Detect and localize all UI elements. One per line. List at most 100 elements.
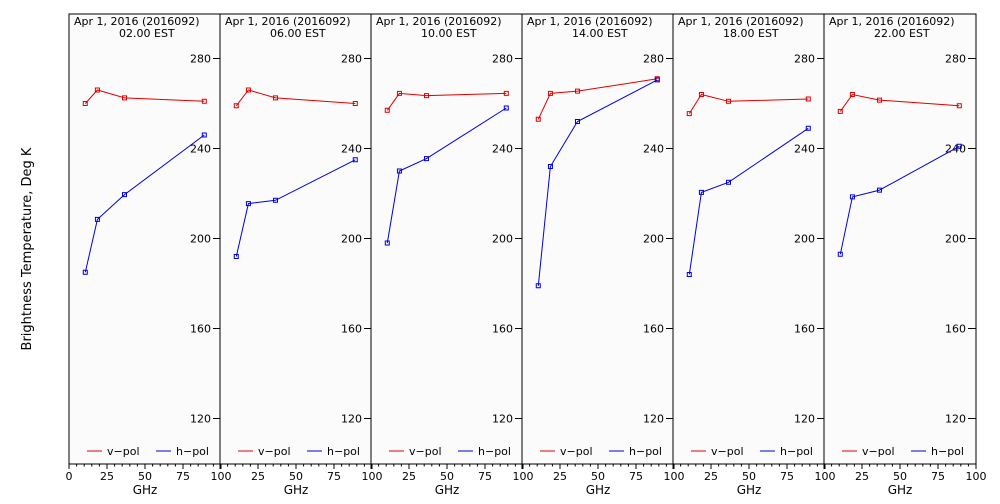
data-point-hpol [535, 283, 541, 289]
x-tick-label: 25 [251, 470, 265, 483]
data-point-vpol [837, 108, 843, 114]
data-point-vpol [121, 95, 127, 101]
panel-title-time: 02.00 EST [119, 27, 175, 40]
x-tick-label: 0 [66, 470, 73, 483]
data-point-vpol [94, 87, 100, 93]
series-line-hpol [84, 134, 205, 273]
legend-label-vpol: v−pol [711, 445, 744, 458]
panel-title-time: 14.00 EST [572, 27, 628, 40]
x-tick-label: 75 [629, 470, 643, 483]
x-tick-label: 75 [176, 470, 190, 483]
data-point-hpol [201, 132, 207, 138]
y-tick-label: 120 [643, 413, 664, 426]
x-axis-label: GHz [586, 483, 611, 497]
x-tick-label: 50 [138, 470, 152, 483]
y-tick-label: 160 [794, 323, 815, 336]
y-tick-label: 280 [794, 53, 815, 66]
x-tick-label: 100 [513, 470, 534, 483]
data-point-hpol [272, 197, 278, 203]
panel-frame [219, 13, 373, 465]
x-axis-label: GHz [888, 483, 913, 497]
y-tick-label: 240 [190, 143, 211, 156]
panel-title-time: 18.00 EST [723, 27, 779, 40]
x-tick-label: 75 [327, 470, 341, 483]
data-point-hpol [837, 251, 843, 257]
series-line-vpol [84, 89, 205, 104]
x-tick-label: 100 [362, 470, 383, 483]
data-point-hpol [233, 254, 239, 259]
legend-label-vpol: v−pol [409, 445, 442, 458]
y-tick-label: 280 [945, 53, 966, 66]
legend-label-vpol: v−pol [862, 445, 895, 458]
data-point-hpol [423, 156, 429, 162]
legend-label-hpol: h−pol [327, 445, 360, 458]
data-point-hpol [686, 272, 692, 277]
panel-frame [68, 13, 222, 465]
data-point-hpol [352, 157, 358, 163]
y-tick-label: 200 [190, 233, 211, 246]
x-axis-label: GHz [133, 483, 158, 497]
data-point-vpol [384, 107, 390, 113]
x-tick-label: 25 [855, 470, 869, 483]
data-point-hpol [574, 119, 580, 124]
x-tick-label: 25 [402, 470, 416, 483]
data-point-vpol [245, 87, 251, 93]
panel-frame [823, 13, 977, 465]
x-tick-label: 25 [704, 470, 718, 483]
data-point-hpol [396, 168, 402, 174]
x-tick-label: 25 [100, 470, 114, 483]
data-point-vpol [849, 92, 855, 97]
data-point-vpol [725, 98, 731, 104]
panel-title-date: Apr 1, 2016 (2016092) [527, 15, 653, 28]
y-tick-label: 120 [341, 413, 362, 426]
data-point-vpol [82, 101, 88, 106]
data-point-hpol [503, 105, 509, 111]
chart-panel-2: Apr 1, 2016 (2016092)10.00 EST 120 160 200 2… [370, 13, 534, 497]
y-tick-label: 200 [945, 233, 966, 246]
y-tick-label: 160 [643, 323, 664, 336]
y-tick-label: 200 [341, 233, 362, 246]
data-point-vpol [352, 101, 358, 106]
data-point-vpol [201, 98, 207, 104]
y-tick-label: 120 [492, 413, 513, 426]
data-point-vpol [535, 116, 541, 122]
y-tick-label: 240 [492, 143, 513, 156]
data-point-hpol [725, 179, 731, 185]
legend-label-hpol: h−pol [478, 445, 511, 458]
legend-label-hpol: h−pol [176, 445, 209, 458]
data-point-hpol [876, 187, 882, 193]
data-point-vpol [574, 88, 580, 94]
series-line-hpol [235, 159, 356, 257]
data-point-hpol [94, 216, 100, 222]
chart-panel-4: Apr 1, 2016 (2016092)18.00 EST 120 160 200 2… [672, 13, 836, 497]
y-tick-label: 280 [492, 53, 513, 66]
y-tick-label: 160 [945, 323, 966, 336]
data-point-hpol [698, 189, 704, 195]
y-tick-label: 200 [794, 233, 815, 246]
x-tick-label: 50 [591, 470, 605, 483]
legend-label-vpol: v−pol [258, 445, 291, 458]
legend-label-hpol: h−pol [780, 445, 813, 458]
x-tick-label: 50 [440, 470, 454, 483]
x-axis-label: GHz [284, 483, 309, 497]
x-tick-label: 100 [211, 470, 232, 483]
data-point-hpol [82, 269, 88, 275]
y-tick-label: 280 [643, 53, 664, 66]
x-tick-label: 100 [966, 470, 987, 483]
panel-title-date: Apr 1, 2016 (2016092) [376, 15, 502, 28]
data-point-vpol [876, 97, 882, 103]
legend-label-hpol: h−pol [629, 445, 662, 458]
chart-panel-1: Apr 1, 2016 (2016092)06.00 EST 120 160 200 2… [219, 13, 383, 497]
y-tick-label: 120 [794, 413, 815, 426]
x-tick-label: 100 [815, 470, 836, 483]
x-tick-label: 50 [742, 470, 756, 483]
data-point-vpol [956, 103, 962, 109]
data-point-hpol [245, 201, 251, 207]
legend-label-vpol: v−pol [107, 445, 140, 458]
y-tick-label: 240 [945, 143, 966, 156]
series-line-hpol [386, 107, 507, 244]
legend-label-hpol: h−pol [931, 445, 964, 458]
data-point-hpol [384, 240, 390, 246]
data-point-hpol [121, 192, 127, 198]
